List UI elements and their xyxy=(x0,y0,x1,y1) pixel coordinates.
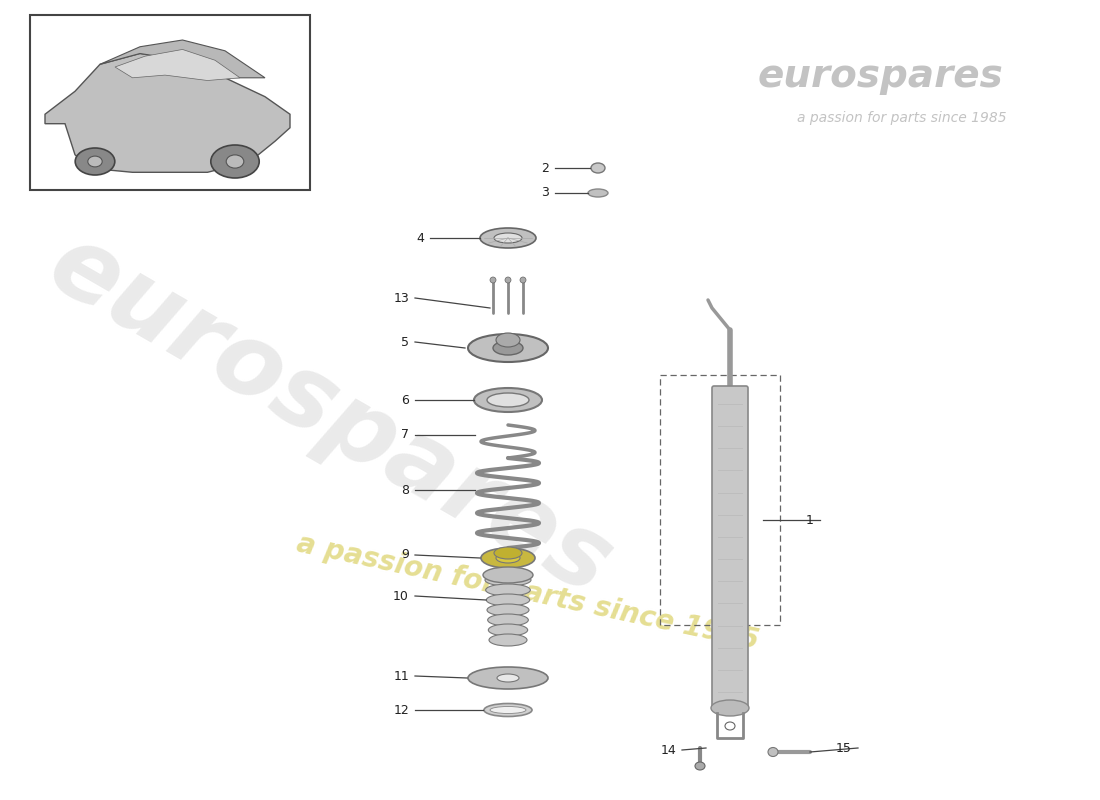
Ellipse shape xyxy=(88,156,102,167)
Polygon shape xyxy=(116,50,240,81)
Ellipse shape xyxy=(485,574,531,586)
Text: 14: 14 xyxy=(660,743,676,757)
FancyBboxPatch shape xyxy=(712,386,748,710)
Polygon shape xyxy=(100,40,265,78)
Bar xyxy=(30,15,310,190)
Ellipse shape xyxy=(227,155,244,168)
Ellipse shape xyxy=(480,228,536,248)
Ellipse shape xyxy=(494,547,522,559)
Ellipse shape xyxy=(468,667,548,689)
Text: 9: 9 xyxy=(402,549,409,562)
Ellipse shape xyxy=(487,604,529,616)
Text: 4: 4 xyxy=(416,231,424,245)
Text: 1: 1 xyxy=(806,514,814,526)
Ellipse shape xyxy=(474,388,542,412)
Ellipse shape xyxy=(520,277,526,283)
Text: a passion for parts since 1985: a passion for parts since 1985 xyxy=(295,530,761,654)
Ellipse shape xyxy=(711,700,749,716)
Text: eurospares: eurospares xyxy=(32,216,628,616)
Ellipse shape xyxy=(490,277,496,283)
Text: 3: 3 xyxy=(541,186,549,199)
Ellipse shape xyxy=(496,333,520,347)
Ellipse shape xyxy=(494,233,522,243)
Text: 15: 15 xyxy=(836,742,852,754)
Text: 10: 10 xyxy=(393,590,409,602)
Ellipse shape xyxy=(591,163,605,173)
Ellipse shape xyxy=(468,334,548,362)
Ellipse shape xyxy=(588,189,608,197)
Ellipse shape xyxy=(487,614,528,626)
Ellipse shape xyxy=(75,148,114,175)
Ellipse shape xyxy=(484,703,532,717)
Ellipse shape xyxy=(211,145,260,178)
Ellipse shape xyxy=(483,567,534,583)
Ellipse shape xyxy=(497,674,519,682)
Text: 8: 8 xyxy=(402,483,409,497)
Text: 12: 12 xyxy=(394,703,409,717)
Ellipse shape xyxy=(490,634,527,646)
Text: 11: 11 xyxy=(394,670,409,682)
Ellipse shape xyxy=(493,341,522,355)
Ellipse shape xyxy=(768,747,778,757)
Ellipse shape xyxy=(486,584,530,596)
Ellipse shape xyxy=(481,548,535,568)
Ellipse shape xyxy=(496,553,520,563)
Text: 5: 5 xyxy=(402,335,409,349)
Ellipse shape xyxy=(488,624,528,636)
Ellipse shape xyxy=(725,722,735,730)
Text: 7: 7 xyxy=(402,429,409,442)
Ellipse shape xyxy=(505,277,512,283)
Ellipse shape xyxy=(695,762,705,770)
Text: 13: 13 xyxy=(394,291,409,305)
Text: eurospares: eurospares xyxy=(757,57,1003,95)
Polygon shape xyxy=(45,54,290,172)
Text: a passion for parts since 1985: a passion for parts since 1985 xyxy=(798,111,1006,126)
Ellipse shape xyxy=(490,706,526,714)
Ellipse shape xyxy=(486,594,530,606)
Bar xyxy=(660,375,780,625)
Ellipse shape xyxy=(487,393,529,407)
Text: 2: 2 xyxy=(541,162,549,174)
Text: 6: 6 xyxy=(402,394,409,406)
